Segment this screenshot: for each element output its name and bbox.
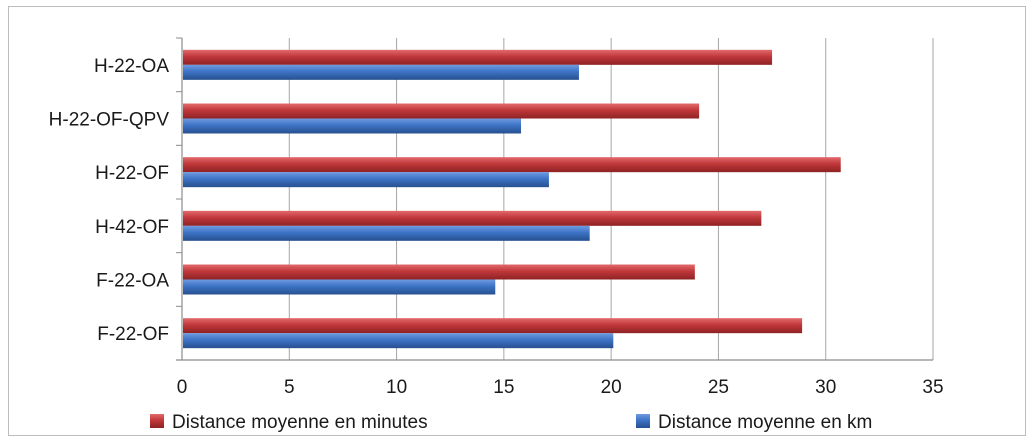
- x-tick-label-0: 0: [177, 377, 188, 398]
- legend-swatch-km: [636, 414, 650, 428]
- bar-minutes-H-42-OF: [183, 210, 762, 226]
- x-tick-label-25: 25: [708, 377, 729, 398]
- x-tick-label-5: 5: [284, 377, 295, 398]
- bar-km-H-22-OF: [183, 172, 549, 188]
- bar-minutes-H-22-OF: [183, 157, 841, 173]
- category-label-F-22-OA: F-22-OA: [96, 271, 169, 292]
- bar-minutes-H-22-OF-QPV: [183, 103, 700, 119]
- category-label-H-42-OF: H-42-OF: [95, 217, 169, 238]
- legend-label-km: Distance moyenne en km: [658, 412, 872, 433]
- legend: Distance moyenne en minutes Distance moye…: [150, 412, 872, 433]
- x-tick-label-30: 30: [815, 377, 836, 398]
- category-label-H-22-OA: H-22-OA: [94, 56, 169, 77]
- bar-km-F-22-OA: [183, 279, 496, 295]
- bar-minutes-F-22-OA: [183, 264, 695, 280]
- bar-km-H-22-OF-QPV: [183, 118, 522, 134]
- legend-swatch-minutes: [150, 414, 164, 428]
- x-tick-label-15: 15: [493, 377, 514, 398]
- bar-minutes-H-22-OA: [183, 49, 773, 65]
- category-labels: F-22-OF F-22-OA H-42-OF H-22-OF H-22-OF-QPV H…: [49, 56, 170, 345]
- x-tick-labels: 0 5 10 15 20 25 30 35: [177, 377, 944, 398]
- category-label-F-22-OF: F-22-OF: [97, 324, 169, 345]
- x-tick-label-10: 10: [386, 377, 407, 398]
- x-tick-label-20: 20: [601, 377, 622, 398]
- bar-km-F-22-OF: [183, 333, 614, 349]
- axes: [176, 37, 933, 361]
- gridlines: [288, 38, 934, 360]
- bar-minutes-F-22-OF: [183, 318, 803, 334]
- x-tick-label-35: 35: [922, 377, 943, 398]
- category-label-H-22-OF: H-22-OF: [95, 163, 169, 184]
- bars: [183, 49, 841, 349]
- bar-km-H-42-OF: [183, 225, 590, 241]
- category-label-H-22-OF-QPV: H-22-OF-QPV: [49, 110, 170, 131]
- legend-label-minutes: Distance moyenne en minutes: [172, 412, 428, 433]
- bar-km-H-22-OA: [183, 64, 579, 80]
